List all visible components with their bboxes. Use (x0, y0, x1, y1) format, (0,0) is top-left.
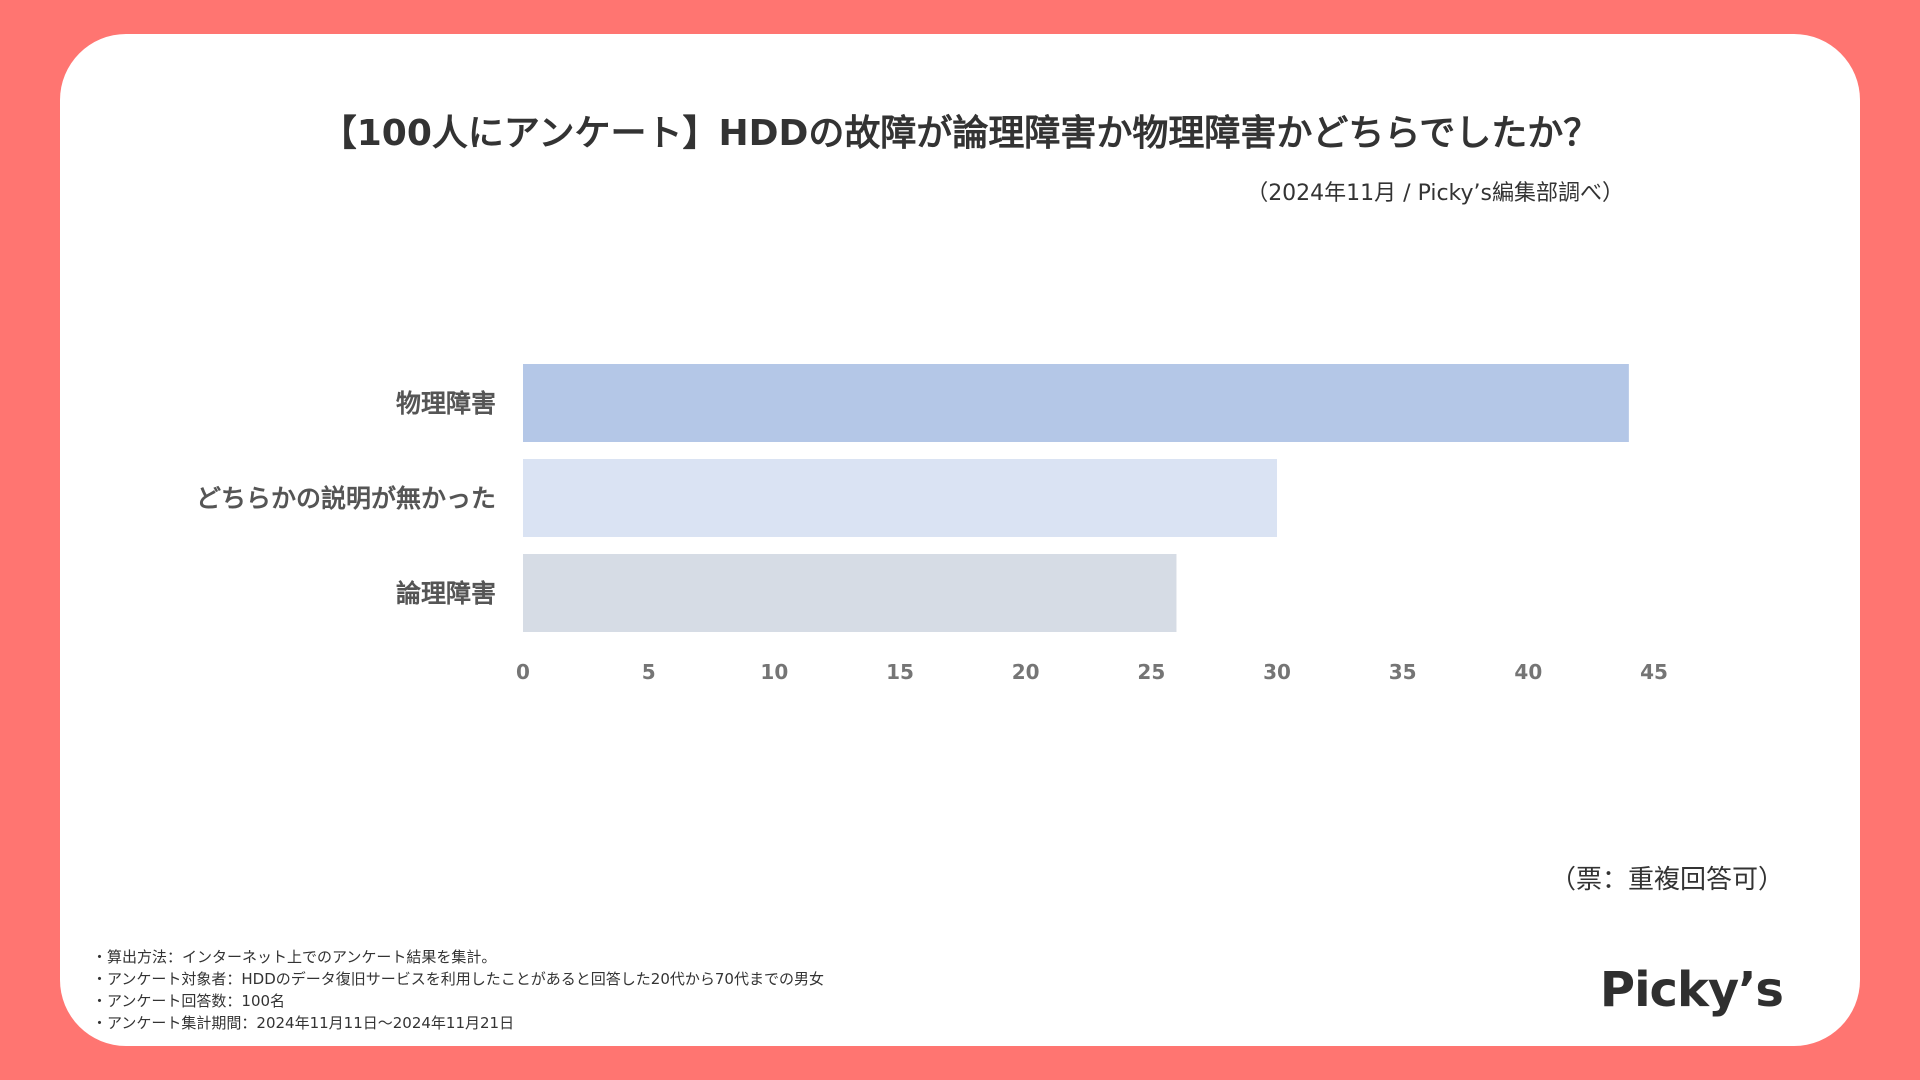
x-tick-label-4: 20 (1012, 660, 1040, 684)
x-tick-label-8: 40 (1514, 660, 1542, 684)
x-tick-label-2: 10 (760, 660, 788, 684)
bar-0 (523, 364, 1629, 442)
note-count: ・アンケート回答数：100名 (92, 992, 286, 1010)
category-label-0: 物理障害 (396, 389, 496, 418)
bar-2 (523, 554, 1177, 632)
x-tick-label-6: 30 (1263, 660, 1291, 684)
chart-title: 【100人にアンケート】HDDの故障が論理障害か物理障害かどちらでしたか？ (320, 113, 1600, 154)
survey-notes: ・算出方法：インターネット上でのアンケート結果を集計。 ・アンケート対象者：HD… (92, 946, 824, 1034)
brand-logo: Picky’s (1599, 962, 1784, 1018)
chart-subtitle: （2024年11月 / Picky’s編集部調べ） (1246, 181, 1624, 206)
x-tick-label-5: 25 (1137, 660, 1165, 684)
category-label-1: どちらかの説明が無かった (196, 484, 496, 513)
category-label-2: 論理障害 (396, 579, 496, 608)
content-card (60, 34, 1860, 1046)
note-method: ・算出方法：インターネット上でのアンケート結果を集計。 (92, 948, 497, 966)
vote-note: （票：重複回答可） (1549, 865, 1784, 895)
note-period: ・アンケート集計期間：2024年11月11日〜2024年11月21日 (92, 1014, 515, 1032)
x-tick-label-3: 15 (886, 660, 914, 684)
x-tick-label-0: 0 (516, 660, 530, 684)
note-target: ・アンケート対象者：HDDのデータ復旧サービスを利用したことがあると回答した20… (92, 970, 824, 988)
x-tick-label-1: 5 (642, 660, 656, 684)
x-tick-label-7: 35 (1389, 660, 1417, 684)
x-tick-label-9: 45 (1640, 660, 1668, 684)
bar-1 (523, 459, 1277, 537)
